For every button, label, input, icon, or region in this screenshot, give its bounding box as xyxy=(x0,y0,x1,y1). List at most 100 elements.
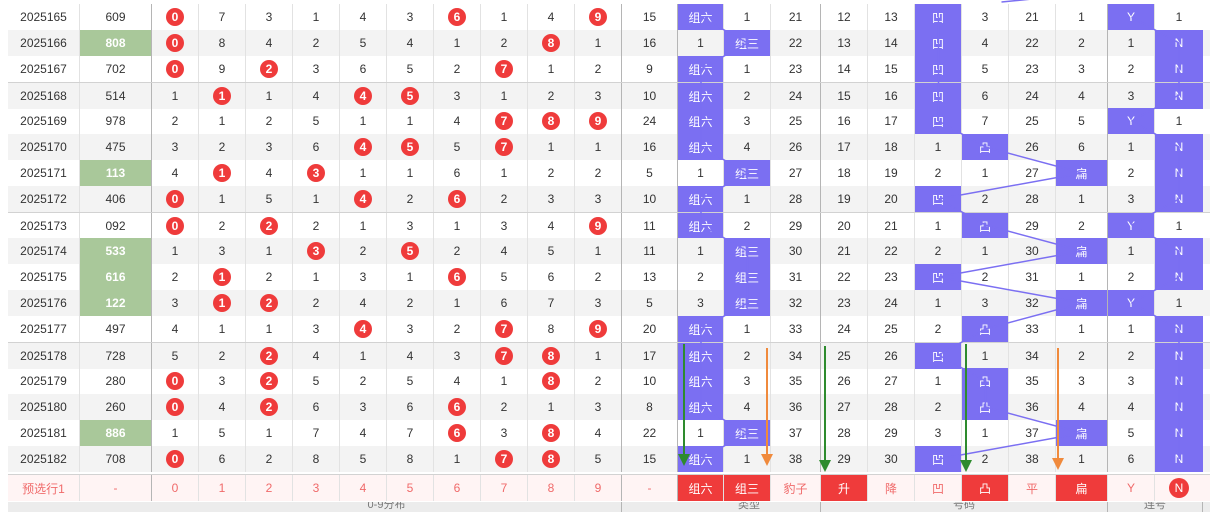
type-value: 1 xyxy=(697,166,704,180)
digit-miss-count: 4 xyxy=(265,166,273,180)
digit-miss-count: 5 xyxy=(594,452,602,466)
cell-shape-s: 12 xyxy=(821,4,868,30)
type-value: 1 xyxy=(743,62,751,76)
table-row[interactable]: 2025173 092 0 2 2 2 1 3 1 3 4 9 11 组六 2 29 20 21 1 凸 29 2 Y 1 xyxy=(8,212,1210,239)
issue-number: 2025182 xyxy=(20,452,67,466)
digit-miss-count: 4 xyxy=(406,36,414,50)
digit-hit-ball: 7 xyxy=(495,450,513,468)
cell-digit-5: 1 xyxy=(387,160,434,186)
preselect-option: 平 xyxy=(1025,481,1038,496)
digit-miss-count: 2 xyxy=(171,270,179,284)
digit-miss-count: 8 xyxy=(406,452,414,466)
digit-miss-count: 4 xyxy=(547,10,555,24)
cell-digit-9: 1 xyxy=(575,238,622,264)
cell-pre-b[interactable]: 扁 xyxy=(1056,475,1108,501)
cell-type-zl: 1 xyxy=(678,160,724,186)
cell-pre-bz[interactable]: 豹子 xyxy=(771,475,821,501)
draw-number: 978 xyxy=(105,114,126,128)
cell-shape-t: 凸 xyxy=(962,213,1009,239)
preselect-digit: 0 xyxy=(171,481,179,495)
cell-digit-7: 1 xyxy=(481,368,528,394)
cell-shape-s: 26 xyxy=(821,368,868,394)
shape-value: 18 xyxy=(837,166,851,180)
cell-shape-j: 18 xyxy=(868,134,915,160)
cell-pre-s[interactable]: 升 xyxy=(821,475,868,501)
footer-group-label: 连号 xyxy=(1144,502,1166,511)
cell-digit-5: 2 xyxy=(387,186,434,212)
issue-number: 2025174 xyxy=(20,244,67,258)
digit-miss-count: 6 xyxy=(406,400,414,414)
consec-trend-line xyxy=(1131,120,1180,148)
digit-miss-count: 5 xyxy=(265,192,273,206)
cell-digit-1: 1 xyxy=(199,186,246,212)
consec-y-value: 6 xyxy=(1127,452,1135,466)
cell-digit-6: 6 xyxy=(434,475,481,501)
type-value: 1 xyxy=(697,36,704,50)
cell-digit-5: 5 xyxy=(387,238,434,264)
table-row[interactable]: 2025178728522414378117组六2342526凹13422N xyxy=(8,342,1210,369)
table-row[interactable]: 2025172406015142623310组六1281920凹22813N xyxy=(8,186,1210,212)
cell-type-bz: 34 xyxy=(771,343,821,369)
cell-digit-5: 3 xyxy=(387,4,434,30)
digit-hit-ball: 5 xyxy=(401,242,419,260)
shape-value: 3 xyxy=(934,426,942,440)
cell-pre-p[interactable]: 平 xyxy=(1009,475,1056,501)
cell-type-bz: 23 xyxy=(771,56,821,82)
cell-pre-t[interactable]: 凸 xyxy=(962,475,1009,501)
cell-type-zs: 1 xyxy=(724,4,771,30)
table-row[interactable]: 20251668080842541281161组三221314凹42221N xyxy=(8,30,1210,56)
preselect-option: 组三 xyxy=(734,481,759,496)
cell-shape-t: 2 xyxy=(962,446,1009,472)
cell-digit-6: 6 xyxy=(434,420,481,446)
cell-digit-3: 6 xyxy=(293,394,340,420)
cell-digit-0: 3 xyxy=(152,134,199,160)
digit-miss-count: 1 xyxy=(406,270,414,284)
preselect-row[interactable]: 预选行1 - 0 1 2 3 4 5 6 7 8 9 - 组六 组三 豹子 升 降 凹 凸 平 扁 Y N xyxy=(8,474,1210,501)
cell-digit-8: 6 xyxy=(528,264,575,290)
consec-y-value: Y xyxy=(1126,296,1135,310)
shape-value: 29 xyxy=(1025,219,1039,233)
table-row[interactable]: 2025176122312242167353组三3223241332扁Y1 xyxy=(8,290,1210,316)
cell-pre-zs[interactable]: 组三 xyxy=(724,475,771,501)
cell-digit-3: 2 xyxy=(293,213,340,239)
cell-pre-y[interactable]: Y xyxy=(1108,475,1155,501)
cell-pre-j[interactable]: 降 xyxy=(868,475,915,501)
shape-trend-line xyxy=(985,146,1083,174)
cell-pre-zl[interactable]: 组六 xyxy=(678,475,724,501)
cell-shape-b: 2 xyxy=(1056,343,1108,369)
shape-value: 21 xyxy=(837,244,851,258)
cell-shape-a: 1 xyxy=(915,213,962,239)
cell-digit-2: 1 xyxy=(246,238,293,264)
cell-type-bz: 28 xyxy=(771,186,821,212)
cell-type-bz: 30 xyxy=(771,238,821,264)
preselect-option: 升 xyxy=(837,481,850,496)
digit-miss-count: 7 xyxy=(547,296,555,310)
cell-span: 16 xyxy=(622,134,678,160)
cell-type-zs: 3 xyxy=(724,108,771,134)
digit-hit-ball: 2 xyxy=(260,398,278,416)
cell-digit-7: 3 xyxy=(481,213,528,239)
cell-pre-a[interactable]: 凹 xyxy=(915,475,962,501)
cell-digit-9: 5 xyxy=(575,446,622,472)
shape-value: 1 xyxy=(1078,192,1085,206)
cell-shape-s: 25 xyxy=(821,343,868,369)
type-value: 组六 xyxy=(688,400,713,415)
digit-hit-ball: 1 xyxy=(213,268,231,286)
type-value: 1 xyxy=(697,426,704,440)
preselect-n-option[interactable]: N xyxy=(1169,478,1189,498)
digit-hit-ball: 9 xyxy=(589,112,607,130)
preselect-digit: 5 xyxy=(406,481,414,495)
shape-value: 凹 xyxy=(931,270,944,285)
cell-digit-9: 2 xyxy=(575,264,622,290)
type-trend-line xyxy=(700,432,748,460)
cell-issue: 2025170 xyxy=(8,134,80,160)
shape-value: 1 xyxy=(1078,270,1085,284)
type-value: 4 xyxy=(743,400,751,414)
draw-number: 122 xyxy=(105,296,126,310)
cell-digit-8: 5 xyxy=(528,238,575,264)
table-row[interactable]: 2025182708062858178515组六1382930凹23816N xyxy=(8,446,1210,472)
table-row[interactable]: 2025165609073143614915组六1211213凹3211Y1 xyxy=(8,4,1210,30)
digit-hit-ball: 0 xyxy=(166,372,184,390)
digit-hit-ball: 7 xyxy=(495,60,513,78)
digit-miss-count: 1 xyxy=(500,10,508,24)
